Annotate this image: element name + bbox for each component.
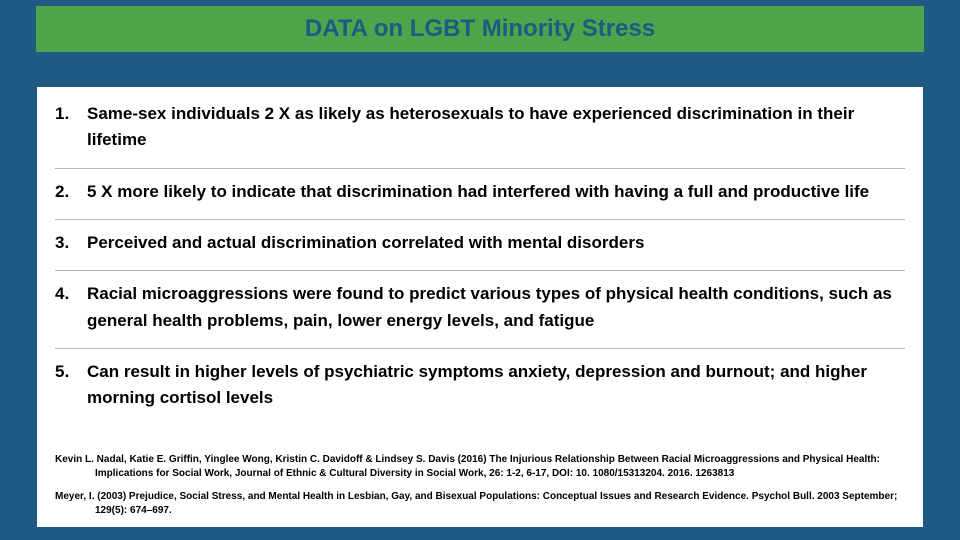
list-item: 5 X more likely to indicate that discrim… [55, 179, 905, 220]
list-item: Perceived and actual discrimination corr… [55, 230, 905, 271]
list-item: Can result in higher levels of psychiatr… [55, 359, 905, 418]
slide: DATA on LGBT Minority Stress Same-sex in… [0, 0, 960, 540]
main-list: Same-sex individuals 2 X as likely as he… [55, 101, 905, 422]
reference: Meyer, I. (2003) Prejudice, Social Stres… [55, 490, 905, 517]
slide-title: DATA on LGBT Minority Stress [305, 15, 655, 43]
content-box: Same-sex individuals 2 X as likely as he… [36, 86, 924, 528]
references: Kevin L. Nadal, Katie E. Griffin, Yingle… [55, 453, 905, 517]
reference: Kevin L. Nadal, Katie E. Griffin, Yingle… [55, 453, 905, 480]
list-item: Racial microaggressions were found to pr… [55, 281, 905, 349]
title-bar: DATA on LGBT Minority Stress [36, 6, 924, 52]
list-item: Same-sex individuals 2 X as likely as he… [55, 101, 905, 169]
